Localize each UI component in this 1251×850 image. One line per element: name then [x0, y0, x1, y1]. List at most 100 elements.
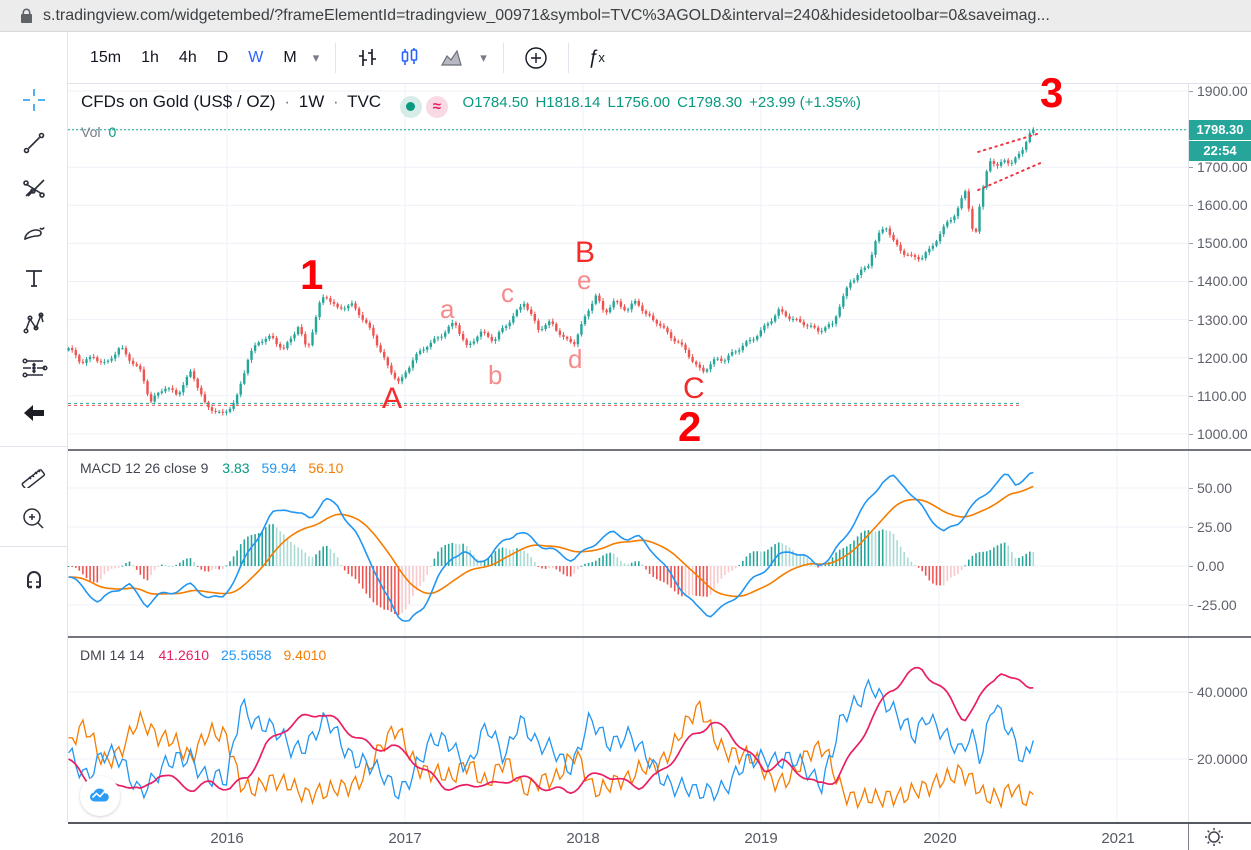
dmi-pane[interactable]: DMI 14 14 41.2610 25.5658 9.4010 — [68, 638, 1188, 822]
axis-label: 1400.00 — [1197, 273, 1248, 289]
macd-signal-value: 56.10 — [308, 460, 344, 476]
wave-label-3[interactable]: 3 — [1040, 69, 1064, 116]
high-value: H1818.14 — [535, 94, 601, 111]
browser-url-bar[interactable]: s.tradingview.com/widgetembed/?frameElem… — [0, 0, 1251, 32]
year-label: 2018 — [566, 830, 600, 847]
axis-label: 0.00 — [1197, 558, 1225, 574]
pane-separator[interactable] — [68, 449, 1251, 451]
dmi-minus-di-value: 9.4010 — [283, 647, 327, 663]
theme-sun-icon[interactable] — [1203, 826, 1225, 850]
year-label: 2020 — [923, 830, 957, 847]
magnet-icon[interactable] — [19, 564, 49, 594]
interval-1h[interactable]: 1h — [141, 48, 159, 66]
axis-label: 50.00 — [1197, 480, 1233, 496]
price-axis[interactable]: 1900.00 1700.00 1600.00 1500.00 1400.00 … — [1188, 83, 1251, 822]
axis-label: 1300.00 — [1197, 312, 1248, 328]
axis-label: 40.0000 — [1197, 684, 1248, 700]
zoom-in-icon[interactable] — [19, 504, 49, 534]
brush-tool-icon[interactable] — [19, 218, 49, 248]
price-chart[interactable] — [67, 84, 1188, 451]
trend-line-tool-icon[interactable] — [19, 128, 49, 158]
wave-label-e[interactable]: e — [577, 265, 592, 295]
wave-label-c[interactable]: c — [501, 278, 514, 308]
legend-status-pill: ≈ — [399, 95, 448, 118]
interval-15m[interactable]: 15m — [90, 48, 122, 66]
interval-chevron-down-icon[interactable]: ▾ — [312, 49, 320, 65]
macd-legend: MACD 12 26 close 9 3.83 59.94 56.10 — [80, 460, 344, 476]
interval-4h[interactable]: 4h — [178, 48, 197, 66]
toolbar-divider — [502, 42, 504, 73]
interval-w[interactable]: W — [248, 48, 264, 66]
close-value: C1798.30 — [677, 94, 743, 111]
axis-label: 1600.00 — [1197, 197, 1248, 213]
wave-label-C[interactable]: C — [683, 372, 705, 405]
interval-d[interactable]: D — [216, 48, 229, 66]
text-tool-icon[interactable] — [19, 263, 49, 293]
year-label: 2016 — [210, 830, 244, 847]
wave-label-d[interactable]: d — [568, 344, 583, 374]
pane-separator[interactable] — [68, 636, 1251, 638]
crosshair-tool-icon[interactable] — [19, 85, 49, 115]
forecast-tool-icon[interactable] — [19, 353, 49, 383]
axis-label: 25.00 — [1197, 519, 1233, 535]
volume-legend: Vol 0 — [81, 124, 117, 140]
drawing-sidebar — [0, 32, 68, 850]
wave-label-B[interactable]: B — [575, 236, 596, 269]
area-style-icon[interactable] — [430, 42, 474, 74]
gann-fib-tool-icon[interactable] — [19, 173, 49, 203]
ohlc-values: O1784.50 H1818.14 L1756.00 C1798.30 +23.99 (… — [463, 94, 868, 111]
sidebar-divider — [0, 446, 68, 447]
symbol-exchange: TVC — [347, 92, 382, 111]
time-axis-divider — [1188, 824, 1189, 850]
symbol-title: CFDs on Gold (US$ / OZ) — [81, 92, 276, 111]
dmi-legend: DMI 14 14 41.2610 25.5658 9.4010 — [80, 647, 327, 663]
macd-chart[interactable] — [67, 451, 1188, 638]
style-chevron-down-icon[interactable]: ▾ — [480, 49, 487, 65]
dmi-plus-di-value: 25.5658 — [220, 647, 272, 663]
tradingview-logo[interactable] — [80, 776, 120, 816]
macd-pane[interactable]: MACD 12 26 close 9 3.83 59.94 56.10 — [67, 451, 1188, 638]
sidebar-divider — [0, 546, 68, 547]
toolbar-divider — [335, 42, 337, 73]
back-arrow-icon[interactable] — [19, 398, 49, 428]
wave-label-A[interactable]: A — [382, 382, 403, 415]
axis-label: 1200.00 — [1197, 350, 1248, 366]
axis-label: 20.0000 — [1197, 751, 1248, 767]
macd-line-value: 59.94 — [261, 460, 297, 476]
wave-label-2[interactable]: 2 — [678, 403, 702, 450]
compare-add-icon[interactable] — [514, 41, 558, 75]
patterns-elliott-tool-icon[interactable] — [19, 308, 49, 338]
dmi-adx-value: 41.2610 — [158, 647, 210, 663]
interval-m[interactable]: M — [283, 48, 297, 66]
measure-ruler-icon[interactable] — [19, 459, 49, 489]
low-value: L1756.00 — [607, 94, 671, 111]
open-value: O1784.50 — [462, 94, 529, 111]
wave-label-b[interactable]: b — [488, 360, 503, 390]
wave-label-a[interactable]: a — [440, 294, 455, 324]
toolbar-divider — [567, 42, 569, 73]
axis-label: 1100.00 — [1197, 388, 1247, 404]
axis-label: 1900.00 — [1197, 83, 1248, 99]
last-price-badge: 1798.30 — [1189, 120, 1251, 140]
symbol-interval: 1W — [298, 92, 325, 111]
market-status-dot-icon[interactable] — [399, 95, 422, 118]
lock-icon — [20, 8, 33, 24]
time-axis-border — [68, 822, 1251, 824]
axis-label: 1700.00 — [1197, 159, 1248, 175]
year-label: 2017 — [388, 830, 422, 847]
year-label: 2021 — [1101, 830, 1135, 847]
candles-style-icon[interactable] — [388, 42, 430, 74]
axis-label: 1500.00 — [1197, 235, 1248, 251]
bars-style-icon[interactable] — [346, 42, 388, 74]
extended-hours-icon[interactable]: ≈ — [425, 95, 448, 118]
price-pane[interactable]: CFDs on Gold (US$ / OZ) · 1W · TVC ≈ O17… — [67, 72, 1188, 451]
axis-label: -25.00 — [1197, 597, 1237, 613]
time-axis[interactable]: 2016 2017 2018 2019 2020 2021 — [0, 822, 1251, 850]
change-value: +23.99 (+1.35%) — [749, 94, 861, 111]
dmi-chart[interactable] — [68, 638, 1188, 822]
countdown-badge: 22:54 — [1189, 141, 1251, 161]
wave-label-1[interactable]: 1 — [300, 251, 324, 298]
